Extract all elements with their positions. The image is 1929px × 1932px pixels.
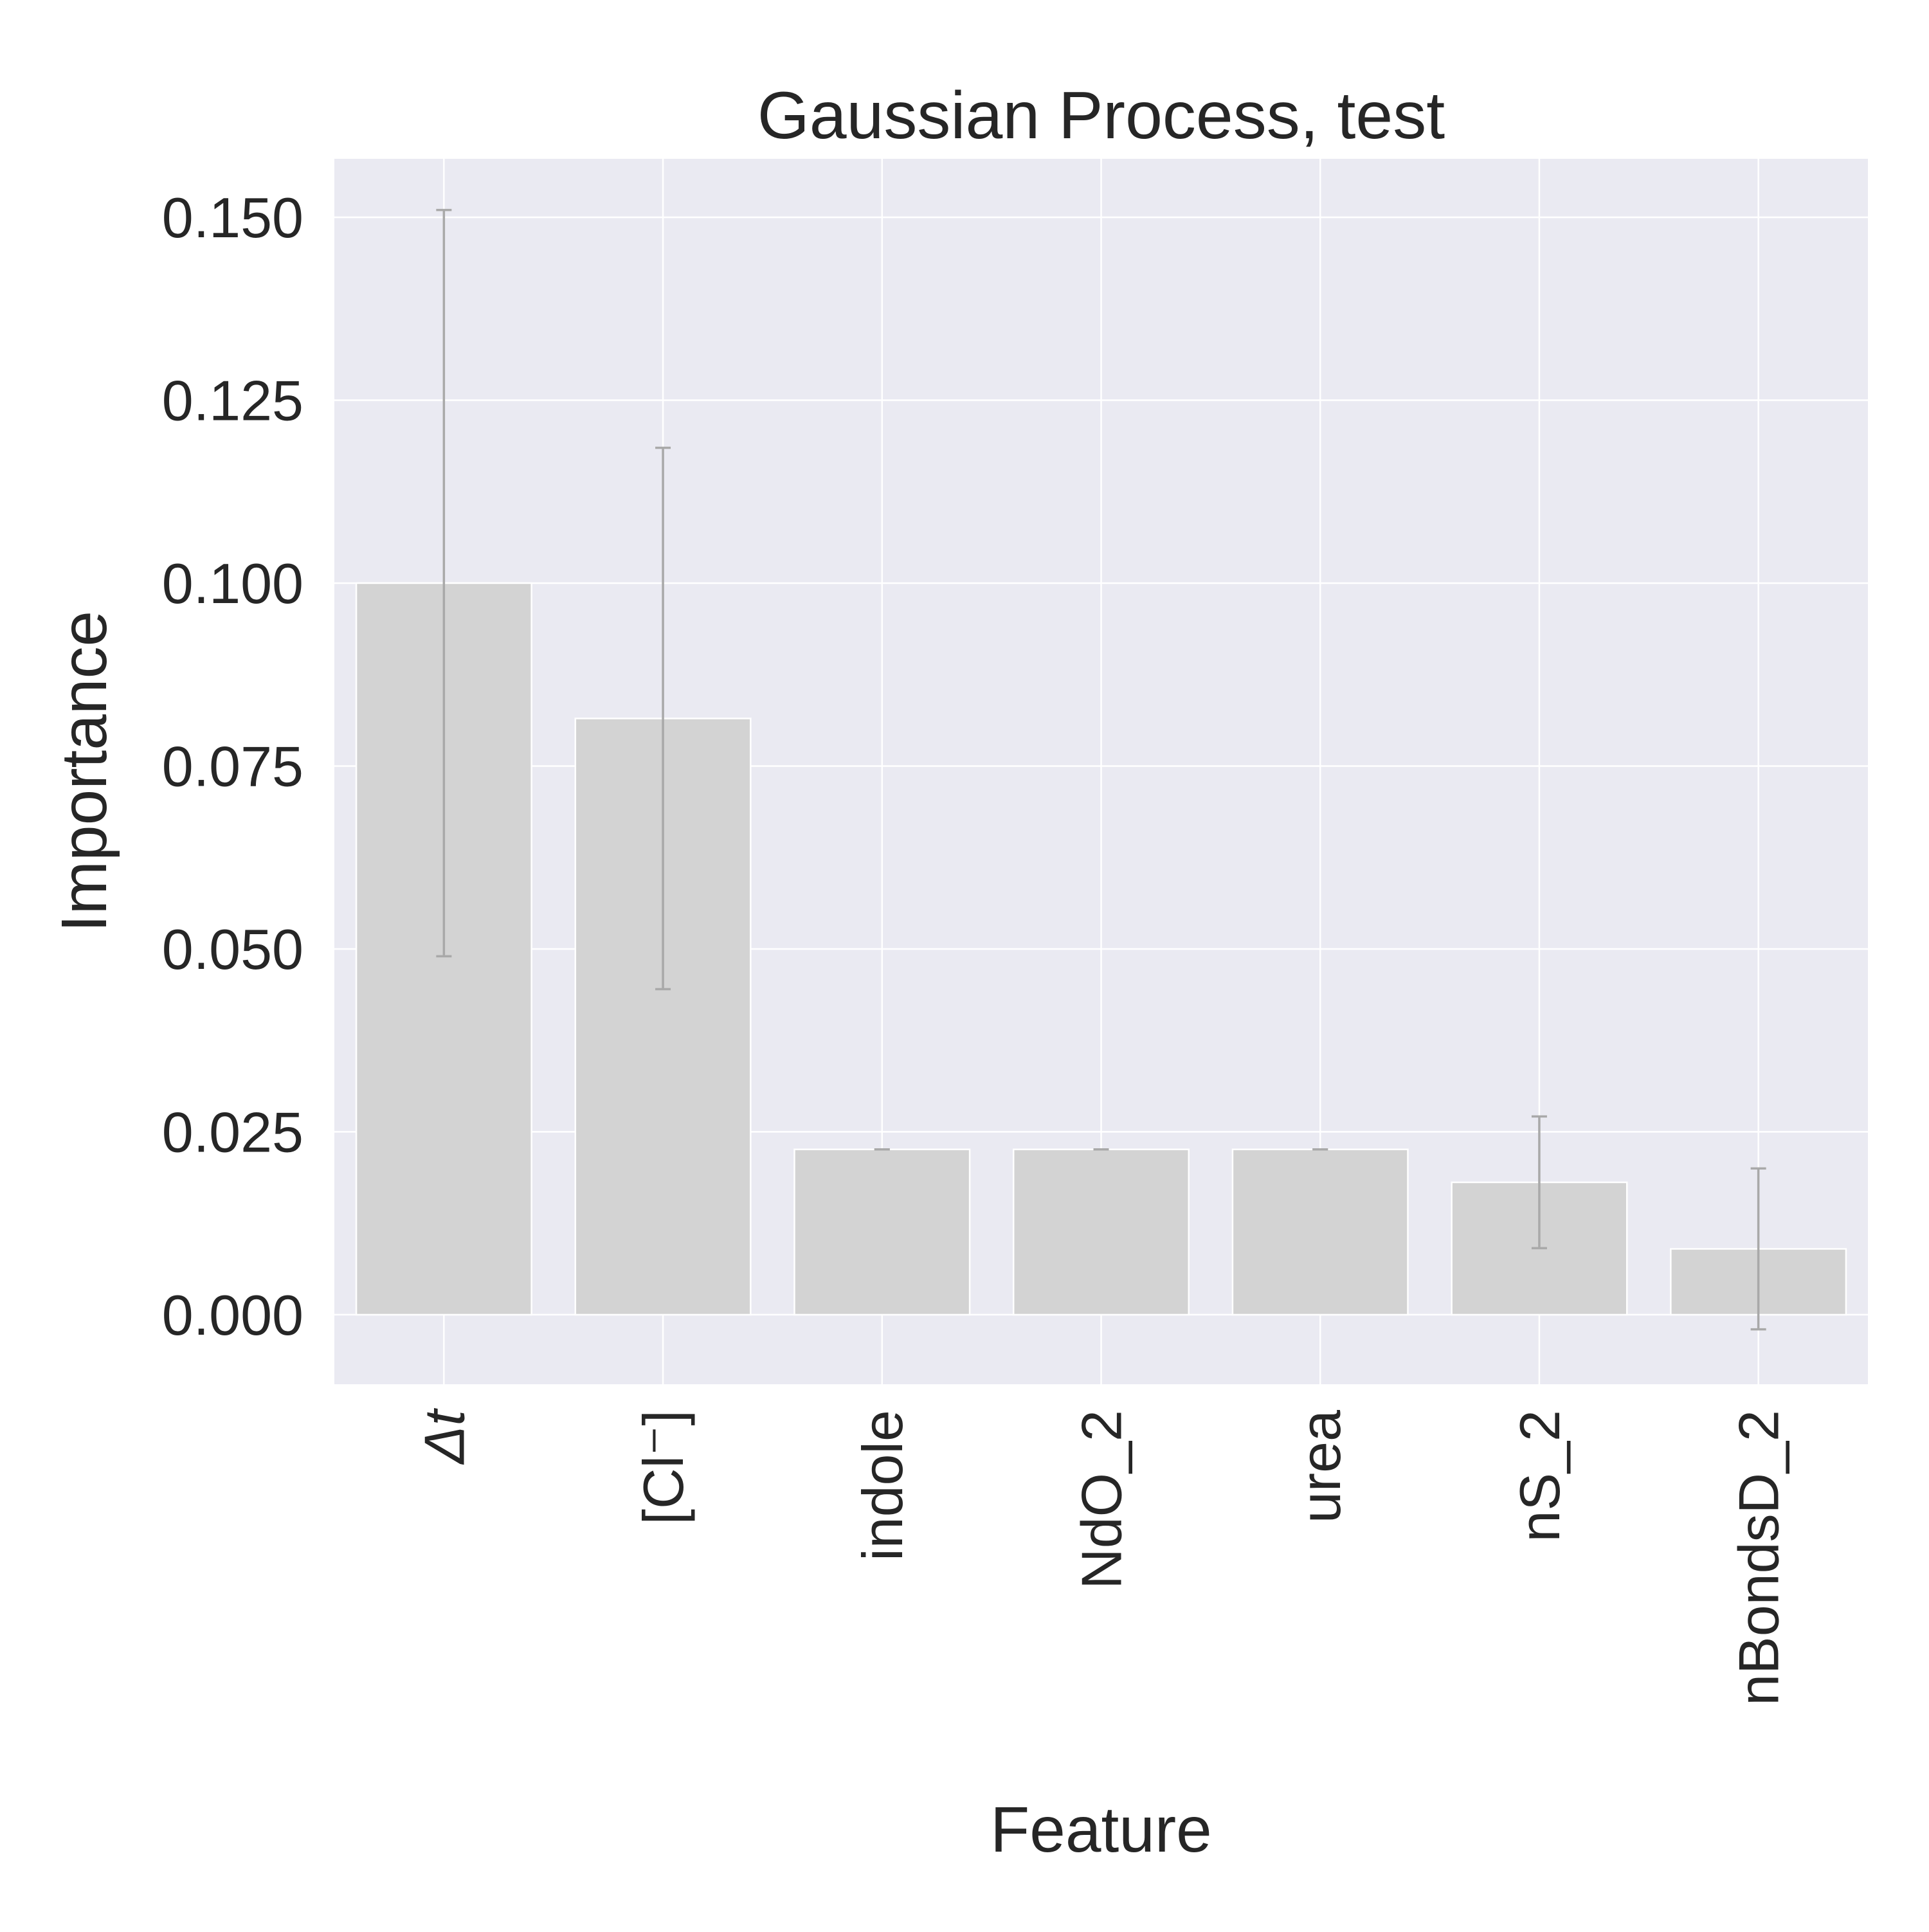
error-bars bbox=[436, 208, 1766, 1331]
x-tick-label: NdO_2 bbox=[1070, 1410, 1134, 1589]
x-tick-labels: Δt [Cl⁻] indole NdO_2 urea nS_2 nBondsD_2 bbox=[412, 1407, 1790, 1705]
y-tick-label: 0.075 bbox=[162, 734, 303, 798]
y-tick-label: 0.150 bbox=[162, 186, 303, 249]
x-tick-label: nBondsD_2 bbox=[1727, 1410, 1791, 1706]
x-tick-label: [Cl⁻] bbox=[631, 1410, 695, 1524]
y-tick-label: 0.125 bbox=[162, 369, 303, 433]
y-tick-label: 0.000 bbox=[162, 1283, 303, 1347]
y-tick-label: 0.025 bbox=[162, 1100, 303, 1164]
x-tick-label: nS_2 bbox=[1508, 1410, 1571, 1542]
x-tick-label: indole bbox=[851, 1410, 914, 1561]
bar bbox=[793, 1148, 971, 1316]
y-tick-labels: 0.000 0.025 0.050 0.075 0.100 0.125 0.150 bbox=[162, 186, 303, 1347]
bar bbox=[1231, 1148, 1409, 1316]
x-axis-label: Feature bbox=[990, 1794, 1212, 1866]
chart-title: Gaussian Process, test bbox=[757, 78, 1445, 153]
y-tick-label: 0.100 bbox=[162, 552, 303, 615]
y-axis-label: Importance bbox=[48, 611, 120, 932]
y-tick-label: 0.050 bbox=[162, 917, 303, 981]
x-tick-label: urea bbox=[1289, 1410, 1352, 1523]
x-tick-label: Δt bbox=[412, 1407, 476, 1465]
bar bbox=[1012, 1148, 1190, 1316]
